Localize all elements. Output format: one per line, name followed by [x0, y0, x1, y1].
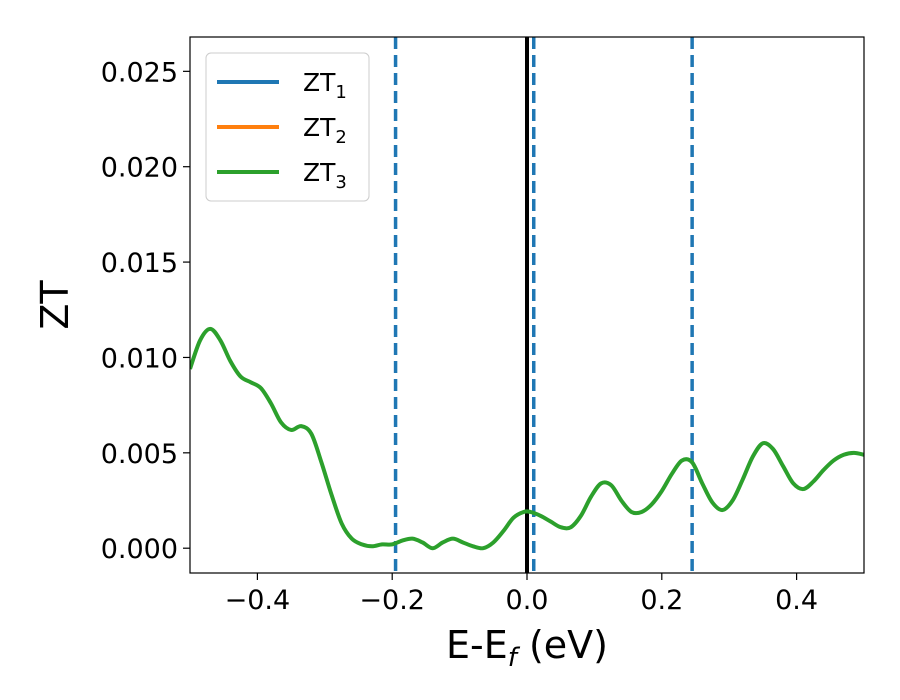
y-tick-label: 0.015 — [101, 248, 178, 279]
x-axis-label-tail: (eV) — [517, 623, 608, 667]
y-ticks: 0.000 0.005 0.010 0.015 0.020 0.025 — [101, 57, 190, 565]
x-ticks: −0.4 −0.2 0.0 0.2 0.4 — [225, 573, 818, 616]
x-axis-label-main: E-E — [446, 623, 508, 667]
y-axis-label: ZT — [33, 280, 77, 330]
x-tick-label: −0.2 — [359, 585, 425, 616]
y-tick-label: 0.010 — [101, 343, 178, 374]
legend-label: ZT3 — [303, 158, 347, 193]
x-tick-label: −0.4 — [225, 585, 291, 616]
y-tick-label: 0.005 — [101, 439, 178, 470]
x-axis-label: E-Ef (eV) — [446, 623, 608, 673]
y-tick-label: 0.025 — [101, 57, 178, 88]
legend-label: ZT2 — [303, 113, 347, 148]
x-tick-label: 0.0 — [506, 585, 549, 616]
legend: ZT1 ZT2 ZT3 — [205, 52, 370, 202]
data-layer — [190, 37, 864, 573]
y-tick-label: 0.000 — [101, 534, 178, 565]
zt-curve — [190, 326, 864, 551]
y-tick-label: 0.020 — [101, 153, 178, 184]
x-tick-label: 0.4 — [775, 585, 818, 616]
legend-label: ZT1 — [303, 68, 347, 103]
x-tick-label: 0.2 — [640, 585, 683, 616]
legend-frame — [205, 52, 370, 202]
